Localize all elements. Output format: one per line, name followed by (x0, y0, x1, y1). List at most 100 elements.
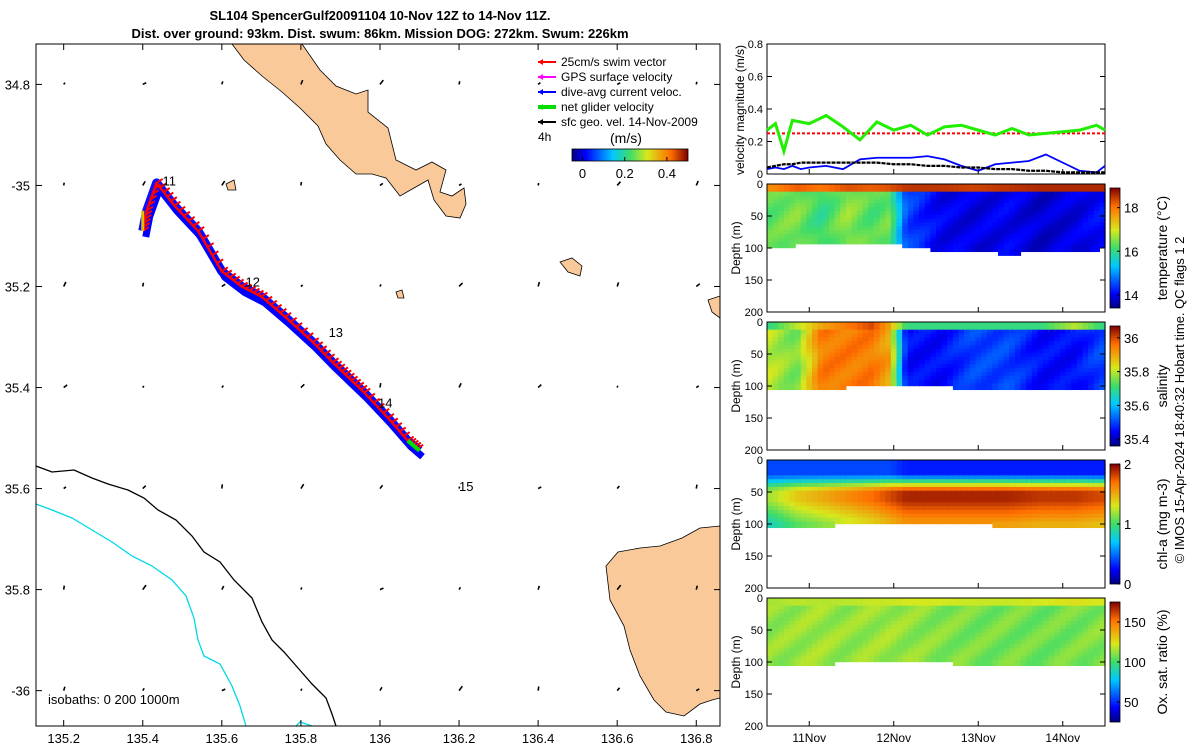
surface-velocity-arrow (537, 383, 542, 389)
oxsat-cell (997, 621, 1005, 628)
oxsat-cell (806, 598, 813, 605)
temperature-cell (789, 222, 796, 229)
oxsat-cell (828, 621, 836, 628)
chla-cell (1065, 463, 1072, 471)
salinity-cell (868, 337, 875, 344)
chla-cell (1014, 475, 1022, 482)
surface-velocity-arrow (695, 283, 701, 288)
oxsat-cell (817, 605, 824, 613)
salinity-cell (1071, 371, 1078, 379)
salinity-cell (879, 348, 886, 356)
chla-cell (795, 502, 802, 509)
figure-title-line1: SL104 SpencerGulf20091104 10-Nov 12Z to … (209, 8, 551, 23)
oxsat-cell (981, 613, 988, 620)
chla-cell (890, 471, 898, 479)
salinity-cell (924, 375, 931, 383)
temperature-cell (857, 230, 864, 237)
chla-cell (840, 502, 847, 509)
oxsat-cell (919, 601, 926, 609)
salinity-cell (941, 360, 948, 367)
salinity-cell (1082, 364, 1089, 371)
chla-cell (975, 479, 982, 486)
salinity-cell (924, 333, 931, 341)
oxsat-cell (1076, 640, 1084, 647)
chla-cell (1026, 475, 1033, 482)
salinity-cell (1082, 337, 1089, 344)
temperature-cell (947, 233, 954, 241)
oxsat-cell (919, 605, 926, 613)
oxsat-cell (851, 609, 858, 617)
temperature-cell (812, 184, 819, 191)
salinity-cell (1031, 383, 1038, 391)
salinity-cell (862, 360, 869, 367)
chla-cell (1099, 502, 1106, 509)
temperature-cell (930, 199, 937, 206)
oxsat-cell (1065, 659, 1072, 667)
temperature-cell (1043, 199, 1050, 206)
chla-cell (1088, 498, 1095, 505)
temperature-cell (868, 222, 875, 229)
temperature-cell (1043, 210, 1050, 218)
net-glider-velocity-tip (406, 439, 421, 453)
chla-cell (783, 475, 791, 482)
temperature-cell (1014, 245, 1022, 253)
oxsat-cell (1026, 617, 1033, 624)
temperature-cell (981, 210, 988, 218)
chla-cell (767, 502, 774, 509)
chla-cell (986, 517, 993, 525)
chla-cell (1014, 483, 1022, 490)
chla-cell (851, 494, 858, 502)
legend-label: net glider velocity (561, 100, 654, 114)
oxsat-cell (800, 644, 808, 651)
chla-cell (851, 479, 858, 486)
chla-cell (879, 498, 886, 505)
land-island-small-2 (395, 289, 405, 299)
salinity-cell (828, 383, 836, 391)
oxsat-cell (874, 605, 881, 613)
temperature-cell (879, 218, 886, 226)
temperature-cell (936, 230, 943, 237)
temperature-cell (975, 233, 982, 241)
chla-cell (1048, 463, 1055, 471)
salinity-cell (1059, 345, 1067, 352)
salinity-cell (812, 375, 819, 383)
oxsat-cell (958, 659, 965, 667)
temperature-cell (981, 214, 988, 222)
salinity-cell (907, 337, 915, 344)
chla-cell (896, 483, 903, 490)
chla-cell (812, 498, 819, 505)
salinity-cell (1031, 348, 1038, 356)
oxsat-cell (778, 659, 785, 667)
chla-cell (1093, 471, 1100, 479)
oxsat-cell (789, 644, 796, 651)
oxsat-cell (913, 621, 920, 628)
chla-cell (772, 521, 779, 529)
chla-colorbar-label: chl-a (mg m-3) (1154, 478, 1170, 569)
oxsat-cell (1054, 624, 1061, 632)
chla-cell (828, 517, 836, 525)
temperature-cell (936, 233, 943, 241)
salinity-cell (986, 371, 993, 379)
salinity-cell (772, 375, 779, 383)
temperature-cell (896, 210, 903, 218)
temperature-cell (885, 184, 892, 191)
oxsat-cell (1014, 598, 1022, 605)
chla-cell (924, 479, 931, 486)
surface-velocity-arrow (537, 182, 540, 186)
chla-cell (789, 494, 796, 502)
chla-cell (845, 471, 853, 479)
temperature-cell (783, 218, 791, 226)
salinity-cell (795, 341, 802, 348)
chla-cell (795, 513, 802, 521)
oxsat-cell (1043, 598, 1050, 605)
chla-cell (800, 513, 808, 521)
temperature-cell (885, 222, 892, 229)
salinity-cell (1065, 383, 1072, 391)
oxsat-cell (958, 651, 965, 659)
oxsat-cell (890, 628, 898, 636)
salinity-cell (800, 329, 808, 337)
velocity-tick-label: 0.4 (748, 104, 763, 116)
temperature-cell (902, 230, 909, 237)
salinity-cell (1093, 379, 1100, 387)
temperature-cell (862, 199, 869, 206)
